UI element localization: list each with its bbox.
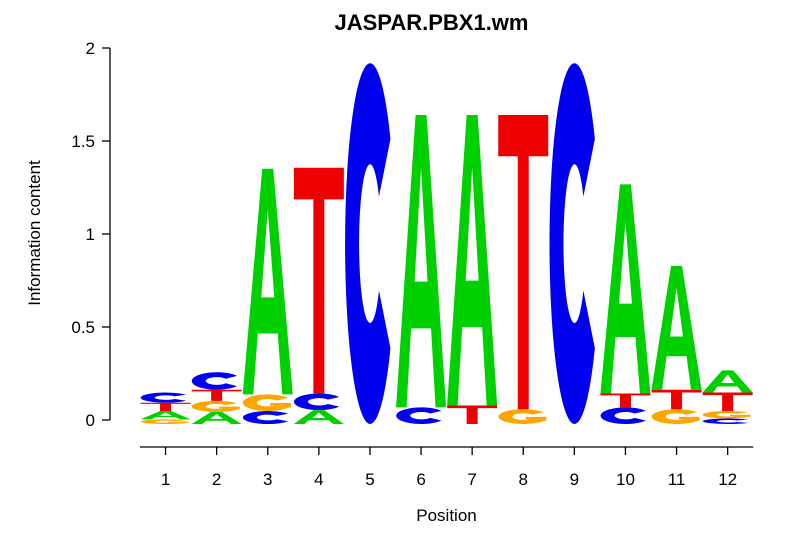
x-tick-label: 1: [161, 470, 170, 489]
y-tick-label: 1.5: [71, 132, 95, 151]
x-tick-label: 10: [616, 470, 635, 489]
y-tick-label: 1: [86, 225, 95, 244]
logo-letter-A-pos11: [651, 265, 702, 390]
chart-title: JASPAR.PBX1.wm: [334, 10, 529, 35]
y-tick-label: 0: [86, 411, 95, 430]
logo-letter-T-pos11: [651, 389, 702, 410]
logo-letter-A-pos7: [447, 115, 498, 406]
logo-letter-C-pos2: [191, 372, 238, 390]
logo-letter-T-pos4: [293, 167, 344, 394]
logo-letter-C-pos3: [242, 411, 289, 424]
logo-letter-G-pos12: [702, 411, 751, 419]
logo-letter-G-pos2: [191, 400, 240, 412]
y-tick-label: 0.5: [71, 318, 95, 337]
logo-letters-layer: [140, 63, 753, 424]
logo-letter-C-pos9: [549, 63, 595, 424]
y-tick-label: 2: [86, 39, 95, 58]
x-tick-label: 9: [570, 470, 579, 489]
logo-letter-T-pos2: [191, 389, 242, 401]
x-tick-label: 8: [519, 470, 528, 489]
x-tick-label: 5: [365, 470, 374, 489]
logo-letter-A-pos3: [242, 168, 293, 395]
x-tick-label: 2: [212, 470, 221, 489]
logo-letter-C-pos5: [345, 63, 391, 424]
logo-letter-T-pos10: [600, 393, 651, 408]
logo-letter-T-pos1: [140, 402, 191, 412]
x-tick-label: 6: [416, 470, 425, 489]
logo-letter-A-pos2: [191, 411, 242, 424]
logo-letter-C-pos4: [293, 393, 340, 411]
logo-letter-A-pos12: [702, 370, 753, 393]
x-axis-label: Position: [416, 506, 477, 525]
x-tick-label: 11: [668, 470, 686, 489]
logo-letter-G-pos3: [242, 394, 291, 412]
x-tick-label: 3: [263, 470, 272, 489]
logo-letter-T-pos8: [498, 115, 549, 410]
logo-letter-C-pos1: [140, 392, 187, 403]
x-tick-label: 4: [314, 470, 323, 489]
logo-letter-T-pos12: [702, 392, 753, 412]
x-tick-label: 12: [718, 470, 737, 489]
axes-layer: 00.511.521 2 3 4 5 6 7 8 9 10 11 12: [71, 39, 754, 489]
logo-letter-A-pos6: [396, 115, 447, 408]
logo-letter-G-pos8: [498, 409, 547, 424]
logo-letter-T-pos7: [447, 405, 498, 424]
logo-letter-A-pos1: [140, 411, 191, 420]
x-tick-label: 7: [467, 470, 476, 489]
logo-letter-C-pos10: [600, 407, 646, 424]
logo-letter-C-pos6: [396, 407, 442, 424]
logo-letter-C-pos12: [702, 418, 749, 424]
logo-letter-A-pos10: [600, 184, 651, 394]
logo-letter-G-pos1: [140, 419, 189, 424]
logo-letter-A-pos4: [293, 410, 344, 424]
logo-letter-G-pos11: [651, 409, 700, 424]
